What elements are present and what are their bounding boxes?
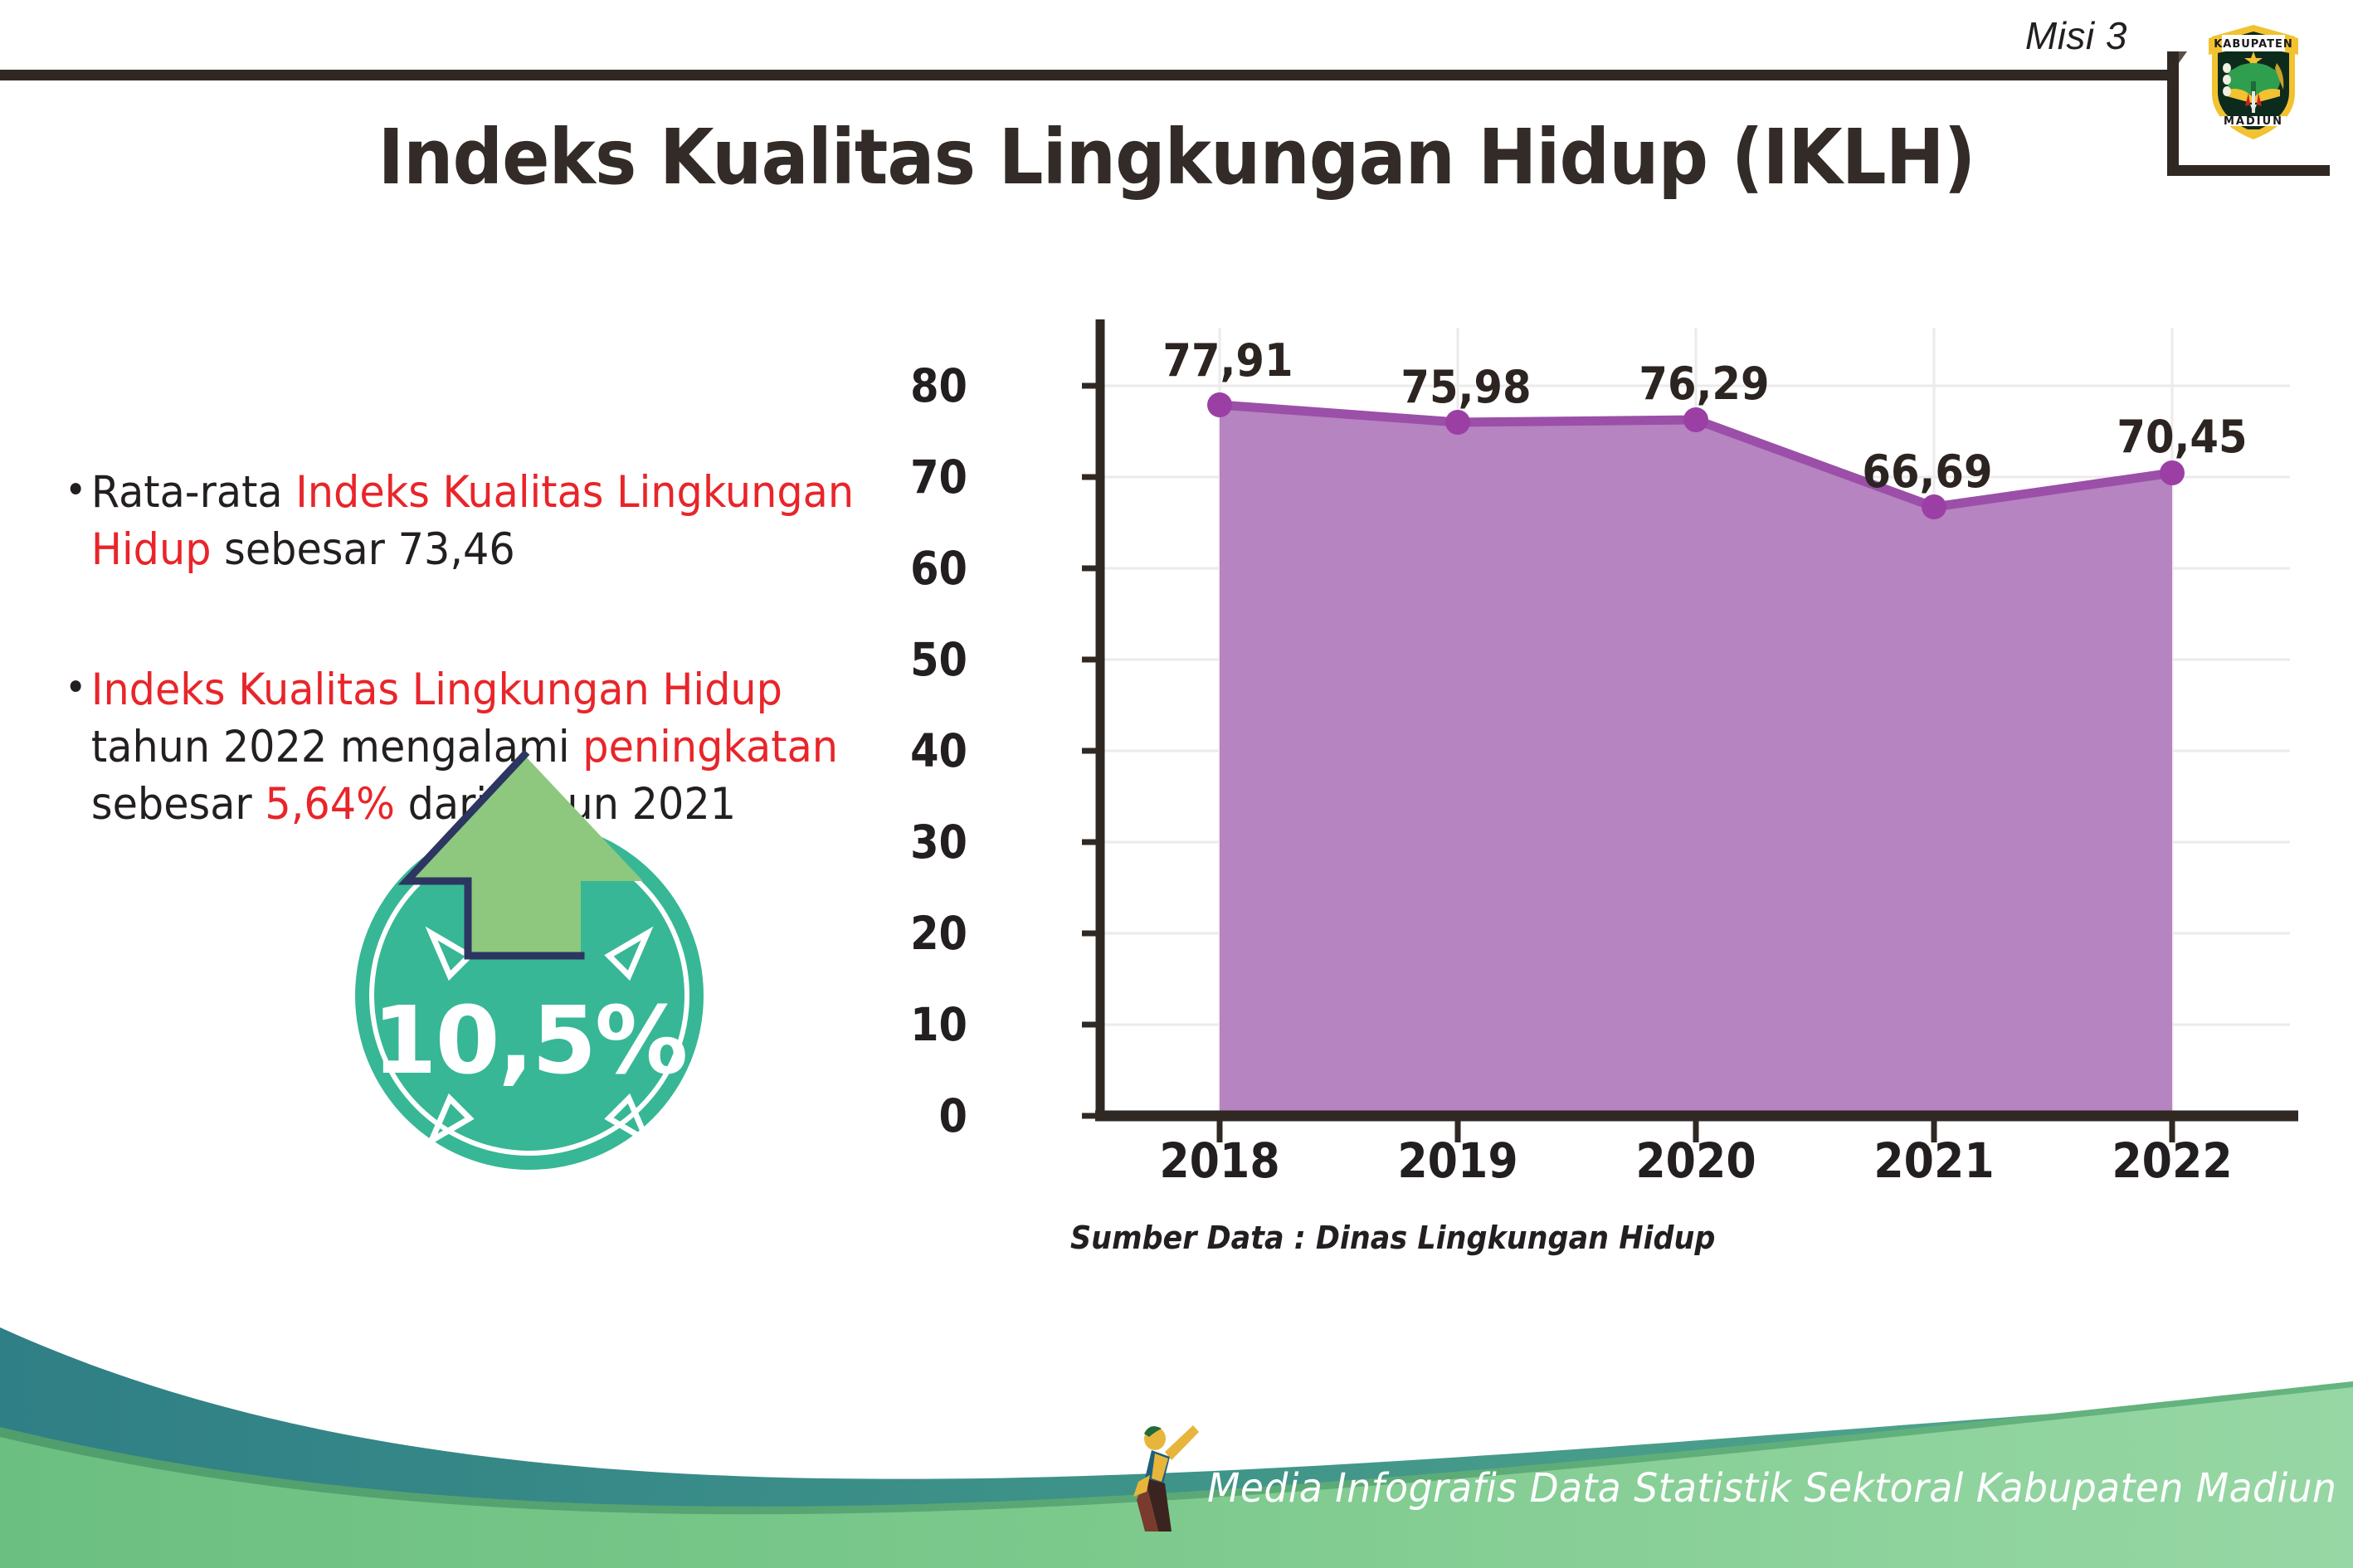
data-label: 75,98 [1401, 361, 1532, 413]
y-tick-label: 10 [910, 998, 967, 1051]
up-arrow-icon [397, 749, 643, 960]
y-tick-label: 70 [910, 450, 967, 504]
logo-bracket-horizontal [2167, 165, 2330, 176]
list-item: • Indeks Kualitas Lingkungan Hidup tahun… [65, 662, 906, 834]
y-tick-label: 20 [910, 907, 967, 960]
list-item: • Rata-rata Indeks Kualitas Lingkungan H… [65, 465, 906, 579]
y-tick-label: 30 [910, 816, 967, 869]
highlight-text: Rata-rata Indeks Kualitas Lingkungan Hid… [90, 467, 855, 575]
data-label: 70,45 [2117, 411, 2248, 463]
page-title: Indeks Kualitas Lingkungan Hidup (IKLH) [378, 113, 1976, 202]
footer-text: Media Infografis Data Statistik Sektoral… [1207, 1465, 2353, 1512]
data-label: 66,69 [1862, 446, 1993, 498]
logo-bracket-notch [2179, 51, 2187, 63]
mission-label: Misi 3 [2024, 14, 2127, 57]
header-rule [0, 70, 2174, 80]
x-tick-label: 2022 [2112, 1132, 2233, 1189]
badge-value: 10,5% [372, 987, 689, 1095]
highlight-text: Indeks Kualitas Lingkungan Hidup tahun 2… [90, 664, 839, 830]
badge-tick-marks [425, 926, 654, 1148]
bullet-marker: • [65, 467, 87, 514]
y-tick-label: 0 [938, 1089, 967, 1142]
svg-text:MADIUN: MADIUN [2224, 115, 2283, 128]
series-markers [1207, 392, 2185, 519]
highlights-list: • Rata-rata Indeks Kualitas Lingkungan H… [65, 465, 969, 833]
x-tick-label: 2019 [1397, 1132, 1518, 1189]
x-ticks [1216, 1116, 2175, 1142]
dancer-figure-icon [1133, 1425, 1199, 1531]
increase-badge: 10,5% [307, 738, 772, 1203]
y-tick-label: 80 [910, 359, 967, 412]
kabupaten-madiun-crest-icon: KABUPATEN MADIUN [2197, 13, 2310, 146]
y-tick-label: 40 [910, 724, 967, 777]
svg-text:KABUPATEN: KABUPATEN [2214, 38, 2293, 51]
y-ticks [1082, 382, 1103, 1119]
x-tick-label: 2020 [1635, 1132, 1756, 1189]
data-label: 77,91 [1162, 334, 1293, 387]
logo-bracket-vertical [2167, 51, 2179, 176]
source-note: Sumber Data : Dinas Lingkungan Hidup [1070, 1220, 1716, 1256]
logo-bracket [2167, 51, 2330, 176]
y-tick-label: 60 [910, 542, 967, 595]
bullet-marker: • [65, 664, 87, 711]
x-tick-label: 2021 [1873, 1132, 1995, 1189]
footer-wave-decoration [0, 1327, 2353, 1568]
y-tick-label: 50 [910, 633, 967, 686]
data-label: 76,29 [1639, 358, 1770, 410]
chart-canvas [1082, 319, 2298, 1142]
x-tick-label: 2018 [1159, 1132, 1280, 1189]
area-fill [1220, 405, 2172, 1116]
iklh-area-chart: 0 10 20 30 40 50 60 70 80 2018 2019 2020… [910, 295, 2307, 1207]
